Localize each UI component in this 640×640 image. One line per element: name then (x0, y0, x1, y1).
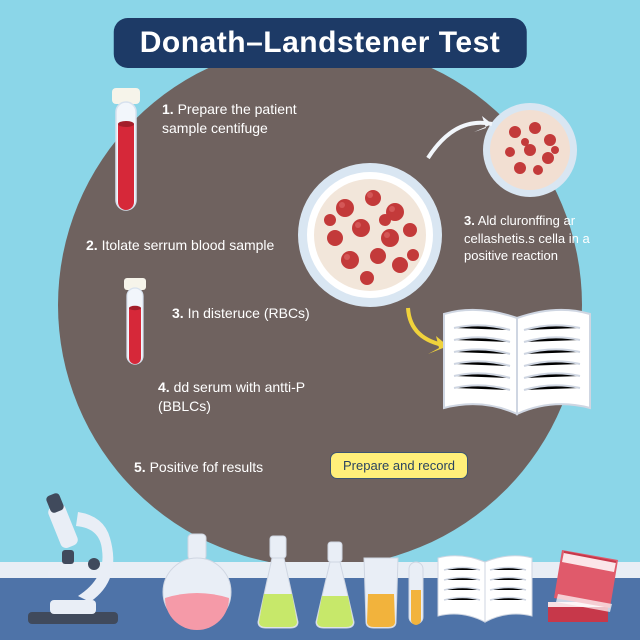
step-1-text: Prepare the patient sample centifuge (162, 101, 297, 136)
step-5-num: 5. (134, 459, 146, 475)
step-5-text: Positive fof results (150, 459, 264, 475)
stacked-books-icon (534, 530, 634, 630)
right-note-num: 3. (464, 213, 475, 228)
page-title: Donath–Landstener Test (140, 26, 501, 59)
step-4-text: dd serum with antti-P (BBLCs) (158, 379, 305, 414)
step-5: 5. Positive fof results (134, 458, 334, 477)
lab-row (0, 510, 640, 640)
right-note-text: Ald cluronffing ar cellashetis.s cella i… (464, 213, 590, 263)
step-2-text: Itolate serrum blood sample (102, 237, 275, 253)
microscope-icon (18, 490, 138, 630)
step-3: 3. In disteruce (RBCs) (172, 304, 372, 323)
step-2: 2. Itolate serrum blood sample (86, 236, 316, 255)
test-tube-small-icon (120, 278, 150, 370)
badge-text: Prepare and record (343, 458, 455, 473)
beaker-orange-icon (360, 554, 402, 630)
step-4-num: 4. (158, 379, 170, 395)
title-banner: Donath–Landstener Test (114, 18, 527, 68)
notebook-icon (432, 300, 602, 430)
arrow-to-small-dish-icon (420, 108, 510, 168)
test-tube-large-icon (106, 88, 146, 218)
step-3-num: 3. (172, 305, 184, 321)
step-4: 4. dd serum with antti-P (BBLCs) (158, 378, 358, 416)
small-tube-orange-icon (404, 560, 428, 630)
petri-dish-large-icon (295, 160, 445, 310)
prepare-record-badge: Prepare and record (330, 452, 468, 479)
erlenmeyer-flask-1-icon (248, 534, 308, 630)
step-1: 1. Prepare the patient sample centifuge (162, 100, 332, 138)
step-3-text: In disteruce (RBCs) (188, 305, 310, 321)
round-flask-icon (152, 530, 242, 630)
right-note: 3. Ald cluronffing ar cellashetis.s cell… (464, 212, 604, 265)
step-1-num: 1. (162, 101, 174, 117)
step-2-num: 2. (86, 237, 98, 253)
erlenmeyer-flask-2-icon (308, 540, 362, 630)
open-book-small-icon (430, 550, 540, 630)
